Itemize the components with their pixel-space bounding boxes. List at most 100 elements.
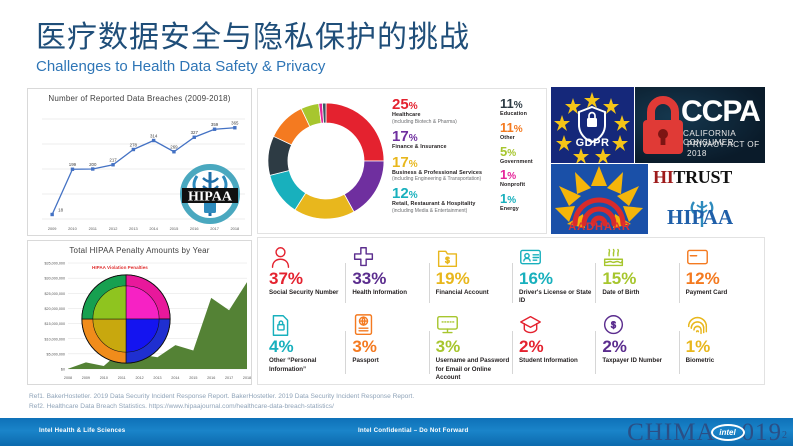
data-type-percent: 33% <box>352 269 387 288</box>
donut-segment <box>294 192 355 220</box>
gdpr-logo: GDPR <box>551 87 634 163</box>
data-type-label: Financial Account <box>435 289 489 296</box>
credit-card-icon <box>686 243 762 269</box>
svg-text:$15,000,000: $15,000,000 <box>44 322 65 326</box>
data-type-cell: $19% Financial Account <box>428 243 512 311</box>
svg-text:217: 217 <box>109 158 117 163</box>
svg-text:2016: 2016 <box>190 226 199 231</box>
hitrust-label: HITRUST <box>653 167 732 188</box>
data-type-label: Payment Card <box>685 289 728 296</box>
svg-text:278: 278 <box>130 142 138 147</box>
legend-item: 5% Government <box>500 145 552 166</box>
data-type-percent: 3% <box>352 337 377 357</box>
legend-percent: 1% <box>500 167 517 183</box>
id-card-icon <box>519 243 595 269</box>
svg-text:$30,000,000: $30,000,000 <box>44 277 65 281</box>
data-type-percent: 1% <box>685 337 711 357</box>
svg-text:327: 327 <box>191 130 199 135</box>
data-type-label: Driver's License or State ID <box>519 289 592 305</box>
svg-text:$: $ <box>445 256 450 265</box>
donut-legend-secondary: 11% Education 11% Other 5% Government 1% Nonpro… <box>500 97 552 225</box>
data-type-cell: 37% Social Security Number <box>262 243 345 311</box>
ccpa-line2: PRIVACY ACT OF 2018 <box>687 140 760 158</box>
data-type-cell: 15% Date of Birth <box>595 243 678 311</box>
svg-text:$10,000,000: $10,000,000 <box>44 337 65 341</box>
footer-confidential-label: Intel Confidential – Do Not Forward <box>358 427 469 434</box>
legend-percent: 25% <box>392 96 418 113</box>
legend-sublabel: (including Engineering & Transportation) <box>392 176 482 183</box>
graduation-cap-icon <box>519 311 595 337</box>
legend-sublabel: (including Biotech & Pharma) <box>392 118 457 125</box>
data-type-label: Other “Personal Information” <box>269 357 317 373</box>
legend-percent: 17% <box>392 127 418 145</box>
legend-item: 11% Other <box>500 121 552 142</box>
data-type-label: Taxpayer ID Number <box>602 357 663 365</box>
line-chart-plot: 18 199 200 217 278 314 269 327 359 365 2009 2010 201… <box>42 118 245 231</box>
monitor-password-icon <box>436 311 512 337</box>
ccpa-line1: CALIFORNIA CONSUMER <box>683 129 736 147</box>
svg-text:2011: 2011 <box>89 226 97 231</box>
legend-item: 12% Retail, Restaurant & Hospitality (incl… <box>392 186 500 214</box>
title-english: Challenges to Health Data Safety & Priva… <box>36 57 326 75</box>
legend-percent: 11% <box>500 119 523 135</box>
legend-item: 1% Nonprofit <box>500 168 552 189</box>
ccpa-title: CCPA <box>681 95 761 128</box>
data-type-cell: 1% Biometric <box>678 311 762 382</box>
ccpa-logo: CCPA CALIFORNIA CONSUMER PRIVACY ACT OF … <box>635 87 765 163</box>
hipaa-logo: HIPAA <box>649 197 765 234</box>
penalty-wheel-overlay <box>81 274 171 364</box>
area-chart-card: Total HIPAA Penalty Amounts by Year $0 $5… <box>27 240 252 385</box>
fingerprint-icon <box>686 311 762 337</box>
donut-segment <box>321 102 327 124</box>
legend-percent: 12% <box>392 185 418 203</box>
legend-percent: 11% <box>500 96 523 111</box>
svg-text:199: 199 <box>69 162 77 167</box>
passport-icon <box>352 311 428 337</box>
data-type-cell: 3% Username and Password for Email or Onl… <box>428 311 512 382</box>
reference-2[interactable]: Ref2. Healthcare Data Breach Statistics.… <box>29 402 334 410</box>
donut-legend-primary: 25% Healthcare (including Biotech & Pharma… <box>392 97 500 225</box>
charts-column: Number of Reported Data Breaches (2009-2… <box>27 88 252 385</box>
data-type-cell: 16% Driver's License or State ID <box>512 243 595 311</box>
legend-item: 17% Finance & Insurance <box>392 129 500 151</box>
dollar-folder-icon: $ <box>436 243 512 269</box>
birthday-cake-icon <box>602 243 678 269</box>
legend-label: Other <box>500 134 515 141</box>
chima-year: 019 <box>741 418 782 446</box>
svg-text:18: 18 <box>58 207 63 212</box>
industries-breach-card: 25% Healthcare (including Biotech & Pharma… <box>257 88 547 234</box>
legend-label: Business & Professional Services <box>392 169 483 176</box>
hitrust-label-trust: TRUST <box>673 167 732 187</box>
svg-text:2010: 2010 <box>68 226 77 231</box>
svg-text:314: 314 <box>150 133 158 138</box>
svg-text:2017: 2017 <box>210 226 219 231</box>
svg-text:200: 200 <box>89 162 97 167</box>
intel-logo: intel <box>710 423 745 441</box>
data-type-percent: 16% <box>519 269 554 288</box>
svg-text:2011: 2011 <box>118 376 126 380</box>
medical-cross-icon <box>352 243 428 269</box>
donut-segment <box>343 160 385 213</box>
legend-label: Healthcare <box>392 112 421 118</box>
data-type-label: Student Information <box>519 357 578 365</box>
regulations-logo-collage: GDPR CCPA CALIFORNIA CONSUMER PRIVACY AC… <box>551 87 765 234</box>
svg-text:2018: 2018 <box>231 226 240 231</box>
chima-year-sub: 2 <box>782 430 787 441</box>
legend-item: 25% Healthcare (including Biotech & Pharma… <box>392 97 500 125</box>
chima-2019-logo: CHIMA intel 019 2 <box>627 419 787 445</box>
fingerprint-sun-icon <box>555 166 643 228</box>
industries-donut-chart <box>264 99 388 223</box>
legend-percent: 17% <box>392 153 418 171</box>
svg-text:2012: 2012 <box>135 376 143 380</box>
hitrust-logo: HITRUST <box>649 164 765 197</box>
svg-text:$25,000,000: $25,000,000 <box>44 292 65 296</box>
data-type-percent: 3% <box>435 337 461 357</box>
dollar-coin-icon: $ <box>602 311 678 337</box>
hipaa-overlay-logo: HIPAA <box>180 164 240 224</box>
svg-text:2008: 2008 <box>64 376 72 380</box>
legend-label: Retail, Restaurant & Hospitality <box>392 201 476 208</box>
legend-label: Government <box>500 158 533 165</box>
data-type-label: Health Information <box>352 289 407 296</box>
data-type-label: Biometric <box>685 357 715 365</box>
legend-item: 17% Business & Professional Services (incl… <box>392 155 500 183</box>
